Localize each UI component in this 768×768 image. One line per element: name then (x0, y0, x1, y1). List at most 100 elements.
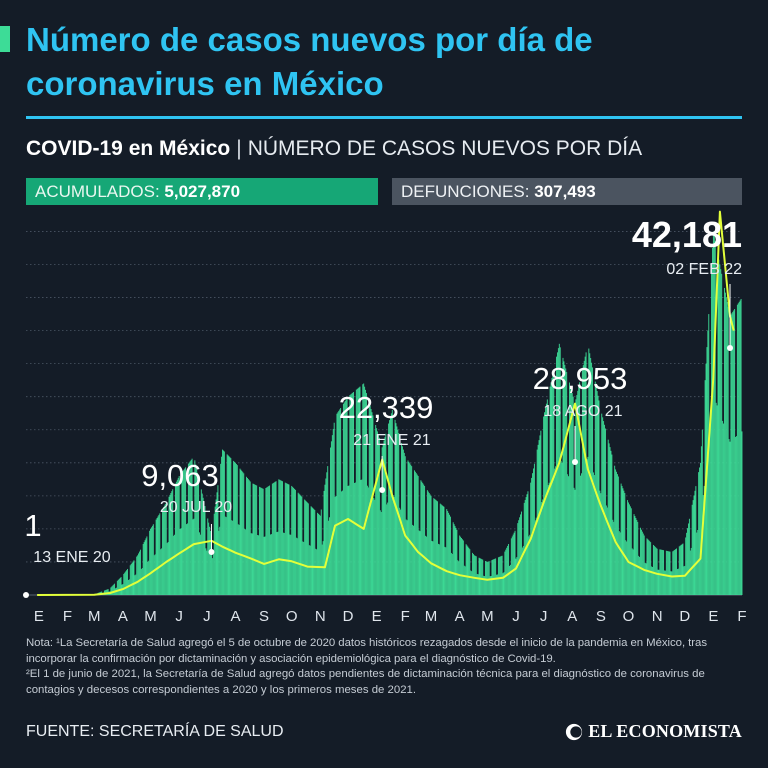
x-tick-label: A (455, 608, 465, 625)
daily-bar (162, 508, 164, 595)
daily-bar (194, 460, 196, 595)
daily-bar (124, 572, 126, 595)
daily-bar (695, 486, 697, 595)
x-tick-label: E (34, 608, 44, 625)
daily-bar (558, 343, 560, 595)
daily-bar (139, 551, 140, 595)
daily-bar (430, 495, 432, 595)
daily-bar (265, 488, 267, 595)
defunciones-box: DEFUNCIONES: 307,493 (392, 178, 742, 205)
daily-bar (626, 541, 628, 595)
daily-bar (146, 536, 148, 595)
daily-bar (586, 459, 588, 595)
daily-bar (151, 525, 153, 595)
daily-bar (422, 483, 424, 595)
annotation-dot (379, 487, 386, 493)
footnote: Nota: ¹La Secretaría de Salud agregó el … (26, 636, 744, 698)
daily-bar (389, 420, 390, 595)
daily-bar (177, 477, 179, 595)
daily-bar (730, 314, 732, 595)
daily-bar (698, 472, 700, 595)
daily-bar (461, 537, 462, 595)
daily-bar (544, 412, 545, 595)
daily-bar (210, 530, 211, 595)
x-tick-label: J (540, 608, 548, 625)
x-tick-label: N (315, 608, 326, 625)
daily-bar (113, 584, 115, 595)
daily-bar (277, 531, 279, 595)
daily-bar (128, 579, 130, 595)
subtitle-separator: | (236, 137, 242, 160)
daily-bar (120, 577, 122, 595)
daily-bar (724, 287, 725, 595)
daily-bar (205, 548, 207, 595)
daily-bar (478, 557, 480, 595)
daily-bar (516, 557, 518, 595)
daily-bar (485, 561, 487, 595)
daily-bar (350, 394, 352, 595)
daily-bar (133, 560, 135, 595)
daily-bar (242, 472, 244, 595)
daily-bar (204, 506, 206, 595)
daily-bar (625, 540, 627, 595)
daily-bar (296, 538, 298, 595)
daily-bar (692, 500, 694, 595)
daily-bar (522, 545, 524, 595)
daily-bar (320, 509, 322, 595)
daily-bar (672, 551, 674, 595)
daily-bar (127, 580, 129, 595)
daily-bar (243, 473, 245, 595)
daily-bar (116, 580, 118, 595)
daily-bar (616, 474, 618, 595)
daily-bar (619, 532, 621, 595)
daily-bar (416, 474, 418, 595)
daily-bar (183, 469, 185, 595)
daily-bar (269, 485, 271, 595)
daily-bar (635, 518, 637, 595)
daily-bar (339, 409, 341, 595)
daily-bar (554, 468, 556, 595)
daily-bar (582, 365, 584, 595)
daily-bar (502, 573, 504, 595)
x-tick-label: M (425, 608, 438, 625)
daily-bar (107, 589, 109, 595)
daily-bar (492, 559, 494, 595)
daily-bar (209, 526, 211, 595)
daily-bar (613, 521, 615, 595)
daily-bar (288, 484, 290, 595)
daily-bar (731, 313, 733, 595)
daily-bar (180, 528, 182, 595)
title-divider (26, 116, 742, 119)
daily-bar (569, 382, 570, 595)
daily-bar (542, 499, 544, 595)
daily-bar (267, 486, 269, 595)
daily-bar (529, 534, 531, 595)
daily-bar (163, 505, 165, 595)
daily-bar (409, 463, 411, 595)
daily-bar (699, 467, 701, 595)
daily-bar (324, 484, 326, 595)
daily-bar (372, 415, 374, 595)
daily-bar (390, 413, 392, 595)
daily-bar (224, 516, 226, 595)
daily-bar (323, 490, 325, 595)
daily-bar (454, 526, 456, 595)
daily-bar (681, 544, 683, 595)
daily-bar (211, 535, 212, 595)
daily-bar (667, 551, 669, 595)
daily-bar (472, 552, 474, 595)
daily-bar (518, 520, 520, 595)
daily-bar (230, 458, 232, 595)
daily-bar (435, 499, 437, 595)
daily-bar (268, 486, 270, 595)
daily-bar (335, 496, 337, 595)
daily-bar (606, 507, 608, 595)
daily-bar (195, 464, 197, 595)
x-tick-label: M (144, 608, 157, 625)
daily-bar (453, 524, 455, 595)
daily-bar (199, 534, 201, 595)
daily-bar (142, 544, 144, 595)
daily-bar (169, 494, 171, 595)
daily-bar (457, 560, 459, 595)
daily-bar (641, 531, 643, 595)
